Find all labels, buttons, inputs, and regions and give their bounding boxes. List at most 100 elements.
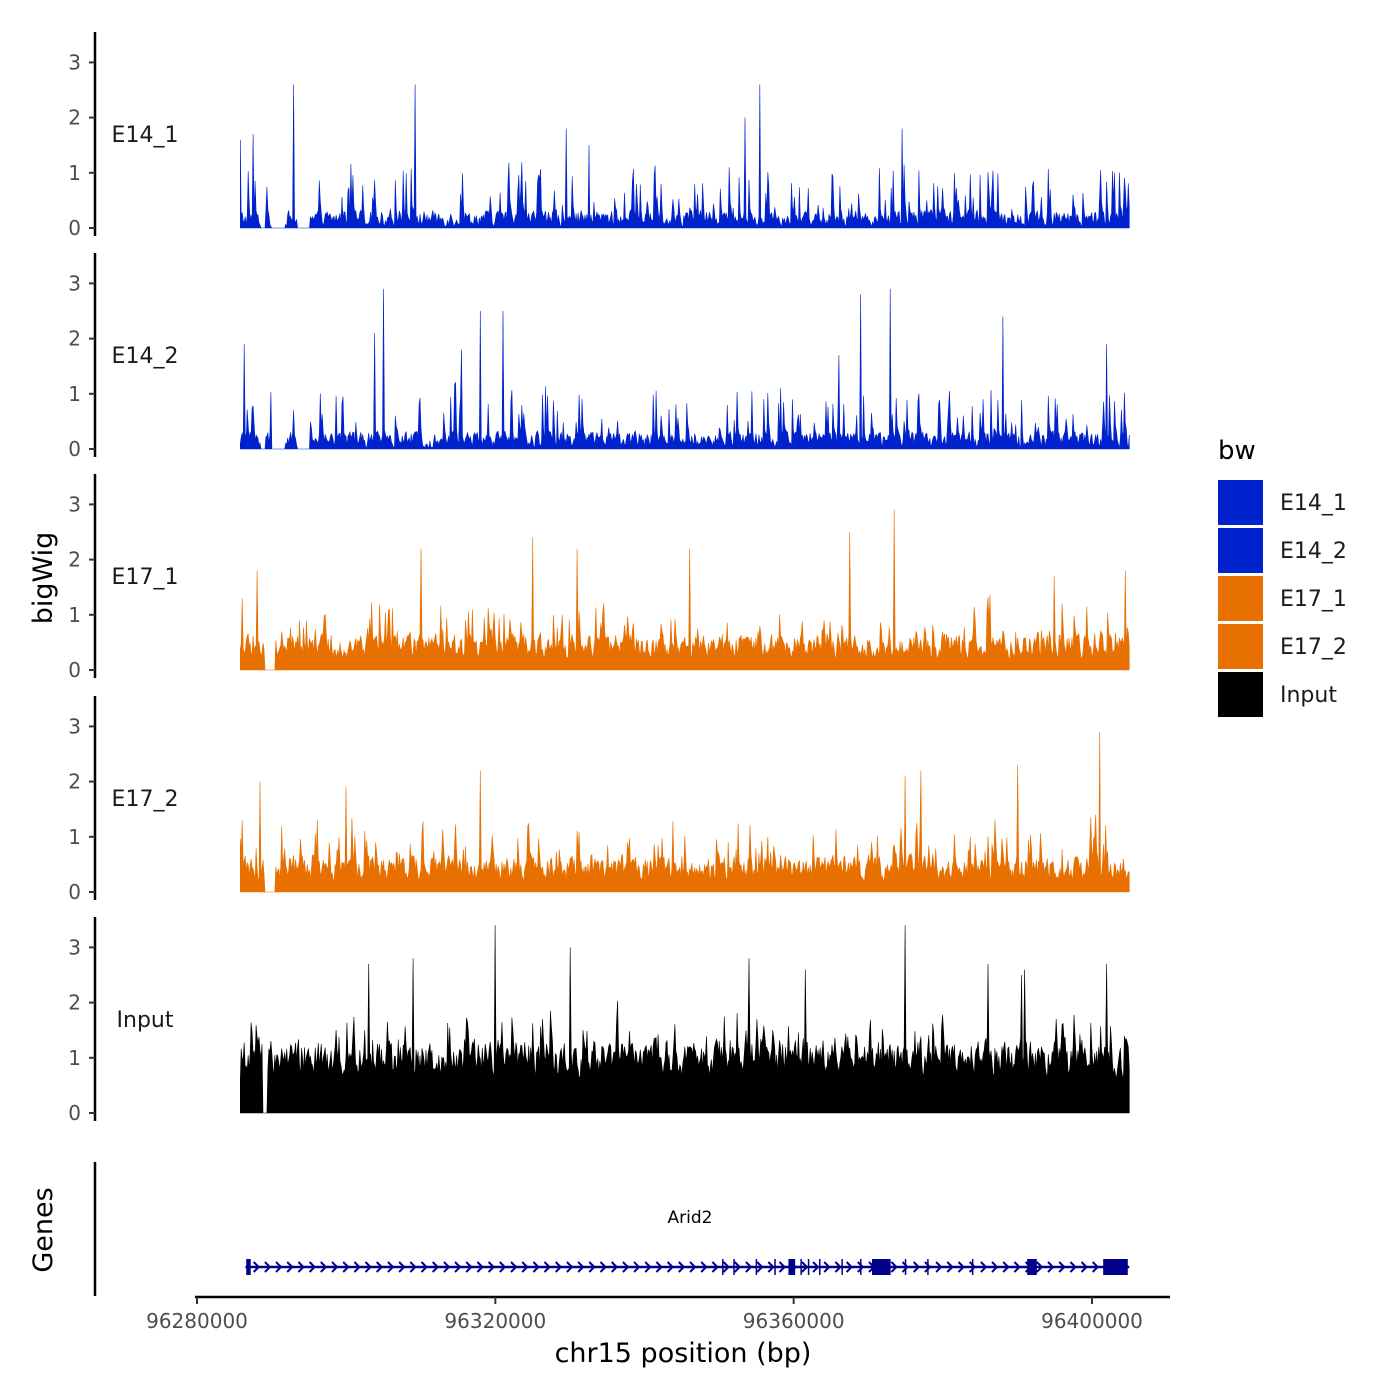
strand-arrow (364, 1261, 372, 1273)
strand-arrow (588, 1261, 596, 1273)
strand-arrow (610, 1261, 619, 1273)
exon (788, 1259, 796, 1275)
strand-arrow (1058, 1261, 1066, 1273)
strand-arrow (812, 1261, 820, 1273)
strand-arrow (320, 1261, 328, 1273)
track-E14_2: 0 1 2 3 E14_2 (68, 253, 1130, 461)
y-tick-label: 3 (68, 492, 81, 516)
y-tick-label: 3 (68, 935, 81, 959)
strand-arrow (252, 1261, 261, 1273)
strand-arrow (554, 1261, 563, 1273)
strand-arrow (700, 1261, 708, 1273)
strand-arrow (678, 1261, 686, 1273)
x-tick-label: 96360000 (743, 1309, 845, 1333)
y-tick-label: 2 (68, 106, 81, 130)
x-axis: 96280000 96320000 96360000 96400000 (146, 1295, 1170, 1333)
y-tick-label: 2 (68, 770, 81, 794)
strand-arrow (756, 1261, 764, 1273)
legend-swatch-E14_2 (1218, 528, 1263, 573)
strand-arrow (924, 1261, 932, 1273)
strand-arrow (264, 1261, 272, 1273)
y-tick-label: 0 (68, 437, 81, 461)
strand-arrow (454, 1261, 462, 1273)
strand-arrow (733, 1261, 742, 1273)
gene-name-label: Arid2 (668, 1208, 713, 1228)
strand-arrow (857, 1261, 865, 1273)
strand-arrow (297, 1261, 305, 1273)
strand-arrow (487, 1261, 496, 1273)
track-label: E17_2 (112, 787, 179, 812)
strand-arrow (577, 1261, 585, 1273)
strand-arrow (890, 1261, 898, 1273)
signal-area-E14_2 (240, 288, 1130, 450)
strand-arrow (1002, 1261, 1010, 1273)
strand-arrow (745, 1261, 753, 1273)
strand-arrow (689, 1261, 697, 1273)
strand-arrow (845, 1261, 854, 1273)
x-tick-label: 96280000 (146, 1309, 248, 1333)
y-tick-label: 0 (68, 1101, 81, 1125)
legend: bw E14_1 E14_2 E17_1 E17_2 Input (1218, 436, 1347, 717)
strand-arrow (375, 1261, 384, 1273)
track-label: E14_2 (112, 344, 179, 369)
legend-swatch-Input (1218, 672, 1263, 717)
strand-arrow (644, 1261, 652, 1273)
strand-arrow (566, 1261, 574, 1273)
track-label: E14_1 (112, 123, 179, 148)
y-tick-label: 1 (68, 825, 81, 849)
y-tick-label: 1 (68, 1046, 81, 1070)
strand-arrow (275, 1261, 283, 1273)
y-tick-label: 2 (68, 548, 81, 572)
x-tick-label: 96320000 (444, 1309, 546, 1333)
x-axis-title: chr15 position (bp) (555, 1338, 812, 1369)
strand-arrow (476, 1261, 484, 1273)
strand-arrow (834, 1261, 842, 1273)
strand-arrow (420, 1261, 428, 1273)
legend-label-E14_2: E14_2 (1280, 539, 1347, 564)
exon (1027, 1259, 1037, 1275)
signal-area-E17_1 (240, 509, 1130, 671)
strand-arrow (991, 1261, 999, 1273)
legend-label-E14_1: E14_1 (1280, 491, 1347, 516)
strand-arrow (532, 1261, 540, 1273)
signal-area-E14_1 (240, 84, 1130, 229)
strand-arrow (431, 1261, 440, 1273)
genes-axis-title: Genes (28, 1187, 59, 1272)
legend-swatch-E17_1 (1218, 576, 1263, 621)
exon (871, 1259, 891, 1275)
track-label: E17_1 (112, 565, 179, 590)
strand-arrow (342, 1261, 350, 1273)
strand-arrow (1036, 1261, 1044, 1273)
y-tick-label: 3 (68, 714, 81, 738)
strand-arrow (387, 1261, 395, 1273)
strand-arrow (633, 1261, 641, 1273)
strand-arrow (1091, 1261, 1100, 1273)
strand-arrow (901, 1261, 909, 1273)
y-tick-label: 3 (68, 50, 81, 74)
track-E17_1: 0 1 2 3 E17_1 (68, 474, 1130, 682)
strand-arrow (767, 1261, 775, 1273)
strand-arrow (521, 1261, 529, 1273)
legend-swatch-E14_1 (1218, 480, 1263, 525)
strand-arrow (499, 1261, 507, 1273)
signal-area-Input (240, 925, 1130, 1114)
strand-arrow (946, 1261, 954, 1273)
strand-arrow (308, 1261, 317, 1273)
legend-label-E17_2: E17_2 (1280, 635, 1347, 660)
strand-arrow (599, 1261, 607, 1273)
strand-arrow (510, 1261, 518, 1273)
exon (1103, 1259, 1128, 1275)
track-E14_1: 0 1 2 3 E14_1 (68, 32, 1130, 240)
y-tick-label: 3 (68, 271, 81, 295)
exon (246, 1259, 251, 1275)
strand-arrow (912, 1261, 921, 1273)
legend-label-E17_1: E17_1 (1280, 587, 1347, 612)
signal-area-E17_2 (240, 731, 1130, 893)
y-tick-label: 1 (68, 603, 81, 627)
y-tick-label: 0 (68, 658, 81, 682)
strand-arrow (968, 1261, 977, 1273)
y-tick-label: 1 (68, 382, 81, 406)
track-label: Input (117, 1008, 174, 1033)
strand-arrow (957, 1261, 965, 1273)
strand-arrow (353, 1261, 361, 1273)
